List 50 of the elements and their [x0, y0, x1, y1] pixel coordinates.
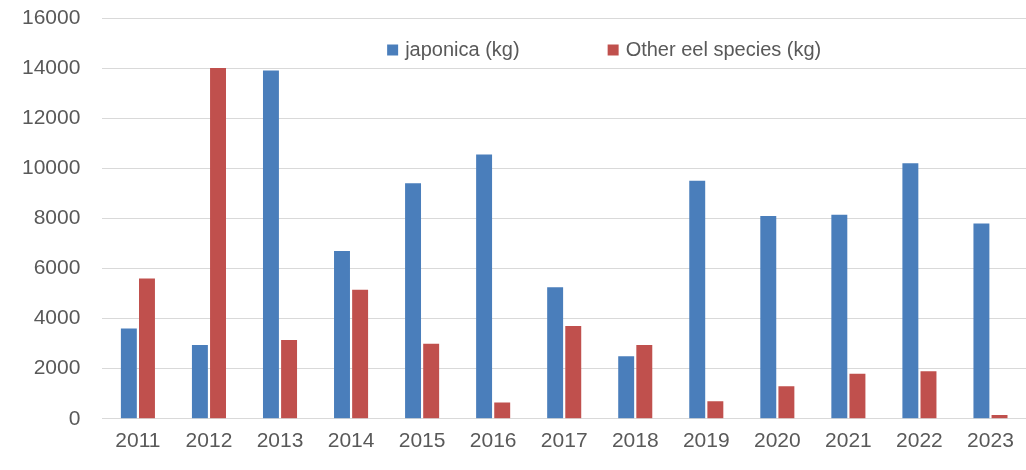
- y-tick-label: 6000: [33, 255, 81, 279]
- x-tick-label: 2017: [540, 428, 588, 452]
- y-tick-label: 8000: [33, 205, 81, 229]
- x-tick-label: 2013: [256, 428, 304, 452]
- bar: [991, 415, 1008, 419]
- bar: [476, 154, 493, 419]
- x-tick-label: 2020: [753, 428, 801, 452]
- bar: [618, 356, 635, 419]
- bar: [423, 343, 440, 419]
- x-tick-label: 2018: [611, 428, 659, 452]
- x-tick-label: 2014: [327, 428, 375, 452]
- y-tick-label: 2000: [33, 355, 81, 379]
- bar: [920, 371, 937, 419]
- bar: [831, 214, 848, 419]
- y-tick-label: 16000: [21, 4, 81, 28]
- bar: [191, 344, 208, 419]
- x-tick-label: 2023: [967, 428, 1014, 452]
- y-tick-label: 4000: [33, 305, 81, 329]
- x-tick-label: 2021: [825, 428, 872, 452]
- bar: [405, 183, 422, 419]
- x-tick-label: 2022: [896, 428, 943, 452]
- bar: [760, 215, 777, 419]
- y-tick-label: 14000: [21, 54, 81, 78]
- x-tick-label: 2015: [398, 428, 446, 452]
- bar: [547, 287, 564, 419]
- legend-label: japonica (kg): [404, 37, 520, 60]
- bar: [689, 180, 706, 419]
- bar: [334, 250, 350, 419]
- bar: [778, 386, 795, 419]
- bar: [707, 401, 724, 419]
- bar: [139, 278, 155, 419]
- y-tick-label: 12000: [21, 105, 81, 128]
- x-tick-label: 2019: [682, 428, 730, 452]
- bar: [494, 402, 511, 419]
- y-tick-label: 10000: [21, 155, 81, 179]
- bar: [120, 328, 137, 419]
- bar: [281, 339, 298, 419]
- bar: [210, 68, 226, 419]
- bar: [902, 163, 919, 419]
- bar: [636, 344, 653, 419]
- bar: [973, 223, 990, 419]
- x-tick-label: 2011: [115, 428, 161, 452]
- x-tick-label: 2016: [469, 428, 517, 452]
- y-tick-label: 0: [68, 405, 81, 429]
- bar: [565, 326, 582, 419]
- bar: [262, 70, 279, 419]
- legend-label: Other eel species (kg): [625, 37, 822, 60]
- x-tick-label: 2012: [185, 428, 233, 452]
- bar: [849, 373, 866, 419]
- bar: [352, 289, 369, 419]
